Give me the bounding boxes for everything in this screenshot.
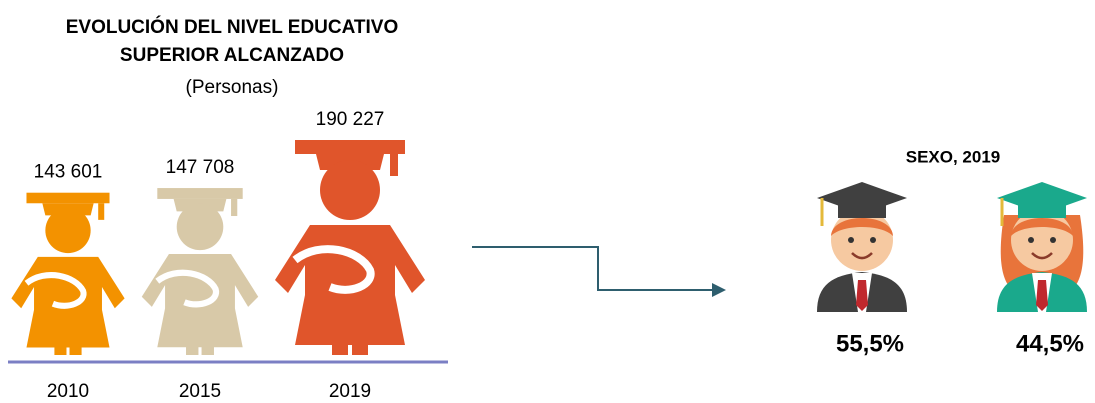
woman-icon — [997, 182, 1087, 312]
book — [292, 245, 375, 294]
head — [45, 207, 91, 254]
cap-board — [157, 188, 243, 199]
value-label: 190 227 — [316, 109, 385, 130]
category-label: 2015 — [179, 381, 221, 402]
cap — [838, 205, 886, 218]
cap-tassel — [231, 198, 238, 217]
smile — [851, 252, 873, 260]
eye — [848, 237, 854, 243]
graduate-icon — [275, 140, 425, 355]
cap-tassel — [390, 154, 398, 176]
eye — [1028, 237, 1034, 243]
book — [24, 272, 87, 309]
eye — [870, 237, 876, 243]
graduate-icon — [11, 192, 125, 355]
head — [320, 160, 380, 220]
category-label: 2010 — [47, 381, 89, 402]
share-title: SEXO, 2019 — [906, 147, 1001, 166]
eye — [1050, 237, 1056, 243]
cap-board — [26, 192, 110, 204]
chart-subtitle: (Personas) — [186, 77, 279, 98]
hair — [1011, 218, 1073, 236]
share-label: 55,5% — [836, 330, 904, 357]
chart-title: EVOLUCIÓN DEL NIVEL EDUCATIVO SUPERIOR AL… — [66, 16, 399, 66]
cap — [1018, 205, 1066, 218]
cap-tassel — [98, 203, 105, 220]
tie — [856, 280, 868, 311]
category-label: 2019 — [329, 381, 371, 402]
book — [155, 269, 220, 308]
tie — [1036, 280, 1048, 311]
graduate-icon — [141, 188, 259, 355]
value-label: 143 601 — [34, 162, 103, 183]
arrow-head — [712, 283, 726, 297]
value-label: 147 708 — [166, 157, 235, 178]
smile — [1031, 252, 1053, 260]
man-icon — [817, 182, 907, 312]
arrow — [472, 246, 712, 291]
head — [176, 203, 224, 251]
share-label: 44,5% — [1016, 330, 1084, 357]
hair — [831, 218, 893, 236]
cap-board — [295, 140, 405, 154]
